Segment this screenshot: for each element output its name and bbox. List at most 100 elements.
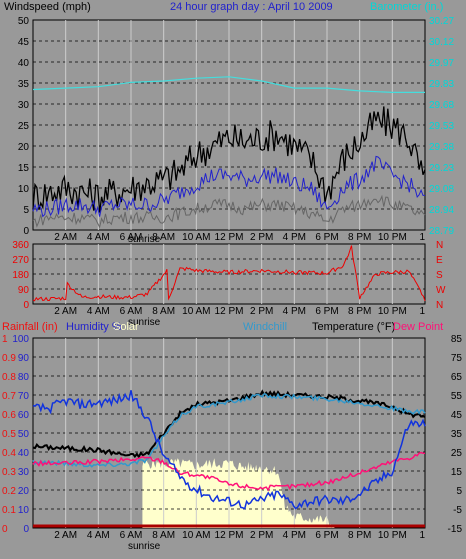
x-tick-label: 4 PM — [283, 306, 306, 317]
x-tick-label: 12 PM — [215, 232, 244, 243]
y-tick-label: N — [436, 300, 443, 311]
y-tick-label: 0 — [23, 300, 29, 311]
humidity-tick-label: 30 — [18, 467, 30, 478]
x-tick-label: 8 AM — [152, 530, 175, 541]
y-tick-label: 15 — [451, 467, 463, 478]
x-tick-label: 8 PM — [348, 232, 371, 243]
humidity-tick-label: 20 — [18, 486, 30, 497]
humidity-tick-label: 90 — [18, 353, 30, 364]
wind-gust-line — [32, 106, 426, 213]
x-tick-label: 4 AM — [87, 306, 110, 317]
y-tick-label: N — [436, 240, 443, 251]
x-tick-label: 1 — [419, 306, 425, 317]
legend-rainfall: Rainfall (in) — [2, 321, 58, 333]
chart-title: 24 hour graph day : April 10 2009 — [170, 1, 333, 13]
y-tick-label: W — [436, 285, 446, 296]
x-tick-label: 6 PM — [315, 530, 338, 541]
rain-tick-label: 0.1 — [2, 505, 16, 516]
y-tick-label: 15 — [18, 163, 30, 174]
y-tick-label: -5 — [453, 505, 462, 516]
x-tick-label: 1 — [419, 530, 425, 541]
sunrise-label-2: sunrise — [128, 317, 161, 328]
y-tick-label: 5 — [23, 205, 29, 216]
y-tick-label: -15 — [448, 524, 463, 535]
legend-temperature: Temperature (°F) — [312, 321, 395, 333]
barometer-line — [32, 76, 425, 94]
y-tick-label: 29.08 — [429, 184, 454, 195]
rain-tick-label: 0 — [2, 524, 8, 535]
legend-dewpoint: Dew Point — [393, 321, 443, 333]
y-tick-label: 29.23 — [429, 163, 454, 174]
x-tick-label: 2 AM — [54, 306, 77, 317]
y-tick-label: 20 — [18, 142, 30, 153]
y-tick-label: 180 — [12, 270, 29, 281]
y-tick-label: 35 — [451, 429, 463, 440]
humidity-tick-label: 80 — [18, 372, 30, 383]
x-tick-label: 6 AM — [120, 232, 143, 243]
rain-tick-label: 0.2 — [2, 486, 16, 497]
y-tick-label: 29.53 — [429, 121, 454, 132]
temperature-series — [32, 389, 426, 528]
y-tick-label: 30.12 — [429, 37, 454, 48]
y-tick-label: 40 — [18, 58, 30, 69]
x-tick-label: 4 AM — [87, 232, 110, 243]
x-tick-label: 10 AM — [182, 306, 210, 317]
humidity-line — [32, 390, 426, 510]
rain-tick-label: 1 — [2, 334, 8, 345]
legend-windchill: Windchill — [243, 321, 287, 333]
y-tick-label: 29.38 — [429, 142, 454, 153]
x-tick-label: 8 AM — [152, 306, 175, 317]
rain-tick-label: 0.7 — [2, 391, 16, 402]
y-tick-label: 45 — [451, 410, 463, 421]
legend-solar: Solar — [113, 321, 139, 333]
windspeed-ticks: 0 5 10 15 20 25 30 35 40 45 50 — [18, 16, 30, 237]
x-tick-label: 6 PM — [315, 232, 338, 243]
sunrise-label-1: sunrise — [128, 234, 161, 245]
x-tick-label: 2 PM — [250, 530, 273, 541]
y-tick-label: 75 — [451, 353, 463, 364]
humidity-tick-label: 0 — [23, 524, 29, 535]
x-tick-label: 10 AM — [182, 232, 210, 243]
x-tick-label: 10 AM — [182, 530, 210, 541]
barometer-ticks: 28.79 28.94 29.08 29.23 29.38 29.53 29.68 29.83… — [429, 16, 454, 237]
sunrise-label-3: sunrise — [128, 541, 161, 552]
temperature-x-ticks: 2 AM 4 AM 6 AM 8 AM 10 AM 12 PM 2 PM 4 PM 6 PM 8 … — [54, 530, 425, 541]
x-tick-label: 6 AM — [120, 306, 143, 317]
humidity-tick-label: 70 — [18, 391, 30, 402]
direction-x-ticks: 2 AM 4 AM 6 AM 8 AM 10 AM 12 PM 2 PM 4 PM 6 PM 8 … — [54, 306, 425, 317]
x-tick-label: 10 PM — [378, 306, 407, 317]
dew-point-line — [32, 451, 425, 492]
y-tick-label: 29.97 — [429, 58, 454, 69]
rain-tick-label: 0.4 — [2, 448, 16, 459]
y-tick-label: 28.79 — [429, 226, 454, 237]
humidity-tick-label: 60 — [18, 410, 30, 421]
y-tick-label: 55 — [451, 391, 463, 402]
x-tick-label: 2 AM — [54, 232, 77, 243]
y-tick-label: 25 — [18, 121, 30, 132]
x-tick-label: 6 AM — [120, 530, 143, 541]
y-tick-label: 30 — [18, 100, 30, 111]
x-tick-label: 2 PM — [250, 306, 273, 317]
y-tick-label: 29.68 — [429, 100, 454, 111]
y-tick-label: 360 — [12, 240, 29, 251]
x-tick-label: 4 AM — [87, 530, 110, 541]
temperature-gridlines — [33, 338, 425, 528]
y-tick-label: 29.83 — [429, 79, 454, 90]
x-tick-label: 10 PM — [378, 530, 407, 541]
direction-gridlines — [33, 244, 425, 304]
wind-low-line — [32, 194, 426, 229]
windspeed-series — [32, 76, 426, 229]
humidity-tick-label: 10 — [18, 505, 30, 516]
x-tick-label: 8 AM — [152, 232, 175, 243]
x-tick-label: 10 PM — [378, 232, 407, 243]
rain-humidity-ticks: 0 0 0.1 100.2 200.3 300.4 400.5 500.6 600.7 700.8… — [2, 334, 29, 535]
y-tick-label: 270 — [12, 255, 29, 266]
y-tick-label: 35 — [18, 79, 30, 90]
x-tick-label: 8 PM — [348, 530, 371, 541]
wind-average-line — [32, 155, 425, 218]
y-tick-label: 90 — [18, 285, 30, 296]
rain-tick-label: 0.3 — [2, 467, 16, 478]
y-tick-label: S — [436, 270, 443, 281]
